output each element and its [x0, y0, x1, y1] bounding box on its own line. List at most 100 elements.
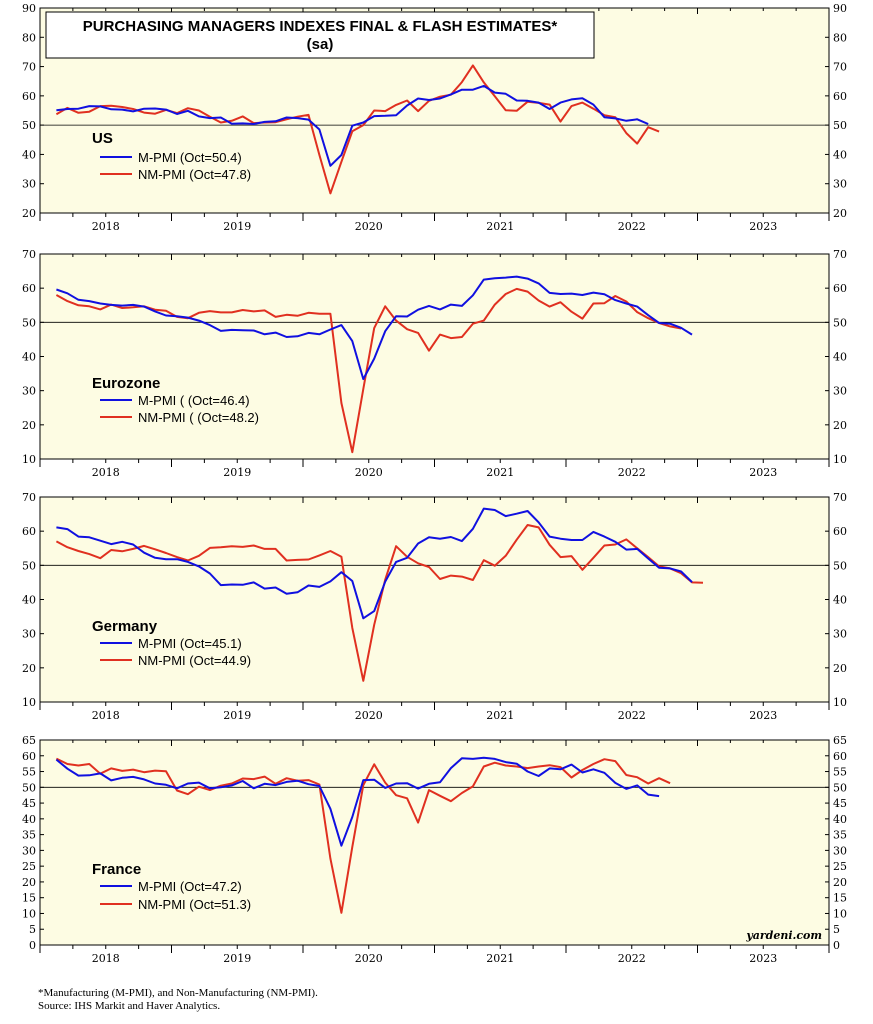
- year-label: 2022: [618, 952, 646, 965]
- y-tick-label-left: 60: [22, 90, 36, 103]
- nm-pmi-line: [55, 64, 660, 195]
- y-tick-label-left: 30: [22, 628, 36, 641]
- y-tick-label-right: 70: [833, 248, 847, 261]
- y-tick-label-right: 70: [833, 61, 847, 74]
- y-tick-label-right: 10: [833, 907, 847, 920]
- panel-france-legend-nm-label: NM-PMI (Oct=51.3): [138, 897, 251, 912]
- panel-france-series: [55, 756, 671, 914]
- y-tick-label-left: 40: [22, 594, 36, 607]
- panel-france-legend-m-label: M-PMI (Oct=47.2): [138, 879, 242, 894]
- y-tick-label-right: 20: [833, 662, 847, 675]
- y-tick-label-left: 5: [29, 923, 36, 936]
- y-tick-label-left: 30: [22, 178, 36, 191]
- y-tick-label-left: 10: [22, 453, 36, 466]
- year-label: 2022: [618, 220, 646, 233]
- y-tick-label-right: 60: [833, 90, 847, 103]
- y-tick-label-right: 15: [833, 892, 847, 905]
- title-box: [45, 11, 595, 59]
- y-tick-label-left: 15: [22, 892, 36, 905]
- y-tick-label-left: 45: [22, 797, 36, 810]
- y-tick-label-left: 60: [22, 282, 36, 295]
- y-tick-label-right: 20: [833, 419, 847, 432]
- y-tick-label-right: 30: [833, 844, 847, 857]
- panel-germany-plot-area: [39, 496, 830, 703]
- y-tick-label-right: 25: [833, 860, 847, 873]
- year-label: 2021: [486, 466, 514, 479]
- y-tick-label-right: 0: [833, 939, 840, 952]
- y-tick-label-right: 80: [833, 31, 847, 44]
- panel-us-legend-m-label: M-PMI (Oct=50.4): [138, 150, 242, 165]
- y-tick-label-left: 40: [22, 148, 36, 161]
- y-tick-label-right: 60: [833, 525, 847, 538]
- y-tick-label-left: 60: [22, 525, 36, 538]
- y-tick-label-left: 40: [22, 813, 36, 826]
- y-tick-label-right: 65: [833, 734, 847, 747]
- y-tick-label-right: 50: [833, 119, 847, 132]
- panel-eurozone-y-ticks-right: 10 20 30 40 50 60 70: [825, 248, 847, 466]
- figure-title: PURCHASING MANAGERS INDEXES FINAL & FLAS…: [45, 11, 595, 59]
- year-label: 2022: [618, 466, 646, 479]
- y-tick-label-left: 50: [22, 781, 36, 794]
- panel-us-y-ticks-right: 20 30 40 50 60 70 80 90: [825, 2, 847, 220]
- panel-germany-legend-nm-label: NM-PMI (Oct=44.9): [138, 653, 251, 668]
- year-label: 2020: [355, 952, 383, 965]
- nm-pmi-line: [55, 757, 671, 914]
- panel-eurozone-plot-area: [39, 253, 830, 460]
- year-label: 2021: [486, 952, 514, 965]
- panel-eurozone-y-ticks-left: 10 20 30 40 50 60 70: [22, 248, 44, 466]
- year-label: 2018: [92, 466, 120, 479]
- panel-france-plot-area: [39, 739, 830, 946]
- y-tick-label-right: 40: [833, 813, 847, 826]
- y-tick-label-left: 90: [22, 2, 36, 15]
- y-tick-label-left: 10: [22, 696, 36, 709]
- y-tick-label-right: 20: [833, 207, 847, 220]
- yardeni-credit: yardeni.com: [745, 929, 822, 942]
- panel-us-legend-nm-label: NM-PMI (Oct=47.8): [138, 167, 251, 182]
- y-tick-label-left: 20: [22, 662, 36, 675]
- y-tick-label-left: 50: [22, 316, 36, 329]
- year-label: 2020: [355, 709, 383, 722]
- nm-pmi-line: [55, 287, 682, 454]
- y-tick-label-right: 90: [833, 2, 847, 15]
- panel-eurozone-title: Eurozone: [92, 375, 160, 392]
- y-tick-label-left: 20: [22, 419, 36, 432]
- y-tick-label-left: 0: [29, 939, 36, 952]
- m-pmi-line: [56, 84, 649, 167]
- y-tick-label-left: 40: [22, 351, 36, 364]
- year-label: 2023: [749, 952, 777, 965]
- y-tick-label-left: 65: [22, 734, 36, 747]
- panel-us-year-ticks: 2018 2019 2020 2021 2022 2023: [39, 8, 830, 233]
- title-line-1: PURCHASING MANAGERS INDEXES FINAL & FLAS…: [83, 18, 558, 35]
- y-tick-label-left: 70: [22, 61, 36, 74]
- y-tick-label-right: 45: [833, 797, 847, 810]
- panel-france-title: France: [92, 861, 141, 878]
- year-label: 2019: [223, 220, 251, 233]
- y-tick-label-right: 40: [833, 351, 847, 364]
- y-tick-label-right: 5: [833, 923, 840, 936]
- y-tick-label-left: 20: [22, 207, 36, 220]
- year-label: 2023: [749, 466, 777, 479]
- title-line-2: (sa): [307, 36, 334, 53]
- year-label: 2019: [223, 952, 251, 965]
- y-tick-label-left: 10: [22, 907, 36, 920]
- panel-eurozone-legend-nm-label: NM-PMI ( (Oct=48.2): [138, 410, 259, 425]
- m-pmi-line: [56, 507, 693, 620]
- year-label: 2018: [92, 220, 120, 233]
- y-tick-label-left: 20: [22, 876, 36, 889]
- year-label: 2019: [223, 709, 251, 722]
- panel-germany-year-ticks: 2018 2019 2020 2021 2022 2023: [39, 497, 830, 722]
- panel-germany-title: Germany: [92, 618, 158, 635]
- footnote-definitions: *Manufacturing (M-PMI), and Non-Manufact…: [38, 987, 318, 999]
- y-tick-label-right: 50: [833, 781, 847, 794]
- y-tick-label-right: 50: [833, 316, 847, 329]
- m-pmi-line: [56, 275, 693, 381]
- y-tick-label-right: 40: [833, 594, 847, 607]
- year-label: 2022: [618, 709, 646, 722]
- y-tick-label-left: 80: [22, 31, 36, 44]
- y-tick-label-right: 20: [833, 876, 847, 889]
- y-tick-label-left: 50: [22, 559, 36, 572]
- panel-germany-legend-m-label: M-PMI (Oct=45.1): [138, 636, 242, 651]
